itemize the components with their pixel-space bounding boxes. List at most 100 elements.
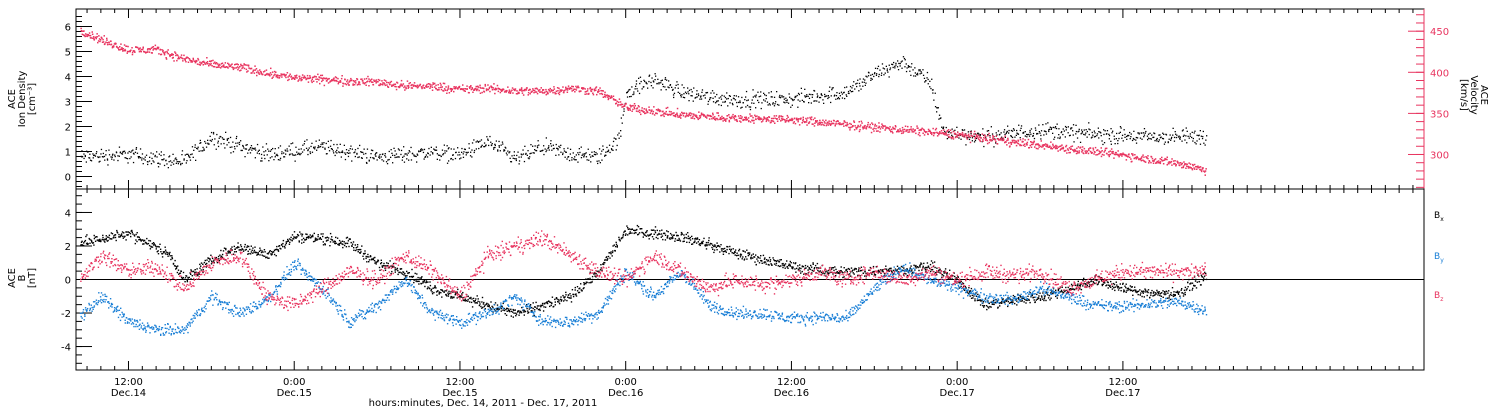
data-point — [242, 64, 244, 67]
data-point — [794, 117, 796, 120]
data-point — [1090, 137, 1093, 139]
data-point — [194, 269, 196, 271]
data-point — [1061, 131, 1063, 133]
data-point — [366, 148, 369, 150]
data-point — [688, 114, 691, 116]
data-point — [440, 84, 442, 86]
data-point — [132, 161, 135, 164]
data-point — [520, 153, 522, 155]
data-point — [416, 84, 419, 87]
data-point — [835, 98, 837, 100]
data-point — [486, 305, 489, 307]
data-point — [370, 259, 373, 261]
data-point — [1101, 140, 1103, 142]
data-point — [343, 144, 345, 146]
data-point — [440, 88, 443, 91]
data-point — [1050, 146, 1052, 149]
data-point — [797, 120, 799, 123]
data-point — [806, 119, 808, 121]
data-point — [557, 90, 559, 92]
data-point — [554, 91, 556, 94]
data-point — [912, 128, 914, 130]
data-point — [480, 87, 482, 89]
data-point — [306, 74, 309, 77]
data-point — [1086, 150, 1088, 153]
data-point — [169, 55, 171, 58]
data-point — [601, 90, 603, 92]
data-point — [714, 116, 716, 118]
data-point — [160, 251, 162, 253]
data-point — [457, 147, 459, 149]
data-point — [1035, 129, 1037, 131]
legend-bz: Bz — [1434, 291, 1443, 303]
data-point — [802, 120, 804, 122]
data-point — [688, 93, 690, 95]
velocity-tick-label: 400 — [1430, 68, 1449, 79]
data-point — [763, 117, 766, 119]
data-point — [649, 112, 652, 114]
data-point — [649, 109, 651, 111]
data-point — [147, 242, 150, 245]
data-point — [156, 156, 158, 158]
data-point — [970, 130, 972, 132]
data-point — [483, 146, 485, 148]
data-point — [105, 237, 107, 240]
data-point — [590, 156, 592, 158]
data-point — [104, 43, 106, 45]
data-point — [389, 81, 391, 84]
data-point — [565, 151, 567, 153]
data-point — [506, 154, 508, 156]
data-point — [677, 234, 679, 237]
data-point — [121, 231, 124, 233]
data-point — [136, 46, 138, 49]
data-point — [655, 75, 657, 77]
data-point — [298, 75, 301, 78]
data-point — [166, 163, 168, 165]
data-point — [779, 97, 782, 99]
data-point — [312, 234, 314, 236]
data-point — [698, 111, 700, 113]
data-point — [1063, 150, 1066, 152]
data-point — [990, 126, 992, 128]
data-point — [421, 87, 423, 90]
data-point — [1159, 161, 1162, 163]
data-point — [827, 124, 829, 126]
data-point — [365, 152, 367, 155]
data-point — [1178, 164, 1181, 167]
data-point — [503, 150, 505, 152]
data-point — [1143, 136, 1145, 138]
data-point — [749, 115, 752, 117]
data-point — [164, 249, 167, 251]
data-point — [167, 251, 169, 254]
data-point — [984, 139, 987, 141]
data-point — [247, 65, 250, 67]
data-point — [381, 80, 383, 82]
data-point — [564, 296, 566, 298]
data-point — [250, 72, 252, 74]
data-point — [527, 91, 530, 94]
data-point — [366, 81, 368, 83]
data-point — [213, 66, 216, 68]
data-point — [856, 82, 858, 84]
data-point — [599, 93, 601, 95]
data-point — [220, 136, 222, 138]
data-point — [175, 267, 178, 269]
data-point — [193, 60, 195, 62]
data-point — [246, 246, 248, 248]
data-point — [986, 130, 988, 132]
data-point — [629, 109, 631, 111]
data-point — [980, 137, 982, 139]
data-point — [954, 136, 957, 139]
data-point — [694, 240, 696, 242]
data-point — [409, 276, 411, 278]
data-point — [573, 158, 575, 160]
data-point — [1006, 131, 1008, 133]
data-point — [775, 115, 778, 117]
data-point — [635, 80, 638, 82]
data-point — [476, 89, 478, 92]
data-point — [741, 116, 743, 118]
data-point — [853, 120, 855, 122]
data-point — [1110, 148, 1113, 150]
data-point — [746, 104, 749, 107]
data-point — [1070, 128, 1072, 130]
